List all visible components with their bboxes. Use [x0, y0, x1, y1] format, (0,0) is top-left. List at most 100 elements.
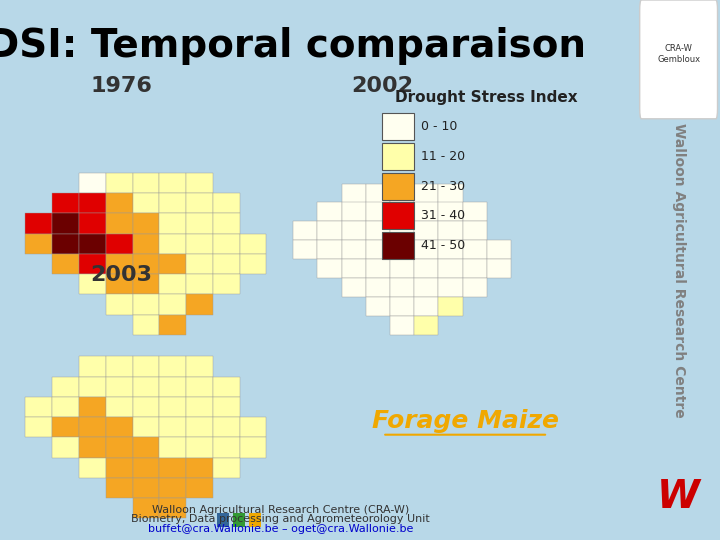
Bar — [132, 274, 159, 294]
Bar — [79, 397, 106, 417]
Bar — [438, 240, 463, 259]
Bar — [53, 377, 79, 397]
Bar — [186, 478, 213, 498]
Bar — [106, 478, 132, 498]
Bar — [186, 458, 213, 478]
Bar — [159, 377, 186, 397]
Bar — [106, 233, 132, 254]
Bar — [132, 377, 159, 397]
Bar — [248, 513, 261, 526]
Bar — [463, 240, 487, 259]
Bar — [213, 397, 240, 417]
Text: 31 - 40: 31 - 40 — [420, 210, 464, 222]
Bar — [106, 437, 132, 458]
Bar — [318, 259, 341, 278]
Bar — [132, 294, 159, 314]
Bar — [25, 397, 53, 417]
Bar — [53, 233, 79, 254]
Bar — [79, 213, 106, 233]
Bar — [132, 417, 159, 437]
Bar — [390, 316, 414, 335]
Bar — [341, 221, 366, 240]
Bar — [106, 213, 132, 233]
Bar — [132, 213, 159, 233]
Bar — [414, 184, 438, 202]
Bar — [79, 437, 106, 458]
Bar — [132, 193, 159, 213]
Bar — [79, 173, 106, 193]
Bar — [159, 437, 186, 458]
Bar — [79, 458, 106, 478]
Bar — [438, 202, 463, 221]
Bar — [79, 254, 106, 274]
Bar — [390, 202, 414, 221]
Bar — [53, 397, 79, 417]
Bar — [106, 193, 132, 213]
Bar — [79, 377, 106, 397]
Bar — [132, 254, 159, 274]
Bar — [217, 513, 230, 526]
Bar — [341, 259, 366, 278]
Bar — [414, 278, 438, 297]
Text: DSI: Temporal comparaison: DSI: Temporal comparaison — [0, 27, 586, 65]
Bar — [25, 213, 53, 233]
Bar — [366, 221, 390, 240]
Bar — [318, 221, 341, 240]
Text: 2003: 2003 — [90, 265, 152, 286]
Bar — [106, 356, 132, 377]
Bar — [106, 294, 132, 314]
Text: CRA-W
Gembloux: CRA-W Gembloux — [657, 44, 700, 64]
Bar — [240, 233, 266, 254]
Bar — [106, 377, 132, 397]
Text: Drought Stress Index: Drought Stress Index — [395, 90, 577, 105]
Bar — [366, 297, 390, 316]
Bar — [159, 173, 186, 193]
Bar — [213, 193, 240, 213]
Bar — [106, 254, 132, 274]
Bar — [438, 278, 463, 297]
Bar — [79, 193, 106, 213]
Bar — [132, 397, 159, 417]
Bar — [159, 274, 186, 294]
Bar — [233, 513, 246, 526]
Bar — [463, 259, 487, 278]
Bar — [53, 417, 79, 437]
Bar — [382, 113, 414, 140]
Bar — [159, 498, 186, 518]
Bar — [318, 202, 341, 221]
Bar — [213, 233, 240, 254]
Bar — [186, 437, 213, 458]
Bar — [159, 356, 186, 377]
Bar — [438, 297, 463, 316]
Text: 11 - 20: 11 - 20 — [420, 150, 464, 163]
Text: Biometry, Data processing and Agrometeorology Unit: Biometry, Data processing and Agrometeor… — [131, 515, 430, 524]
Text: Walloon Agricultural Research Centre: Walloon Agricultural Research Centre — [672, 123, 685, 417]
Bar — [213, 437, 240, 458]
Text: 2002: 2002 — [351, 76, 413, 97]
Bar — [53, 193, 79, 213]
Bar — [159, 417, 186, 437]
Bar — [159, 233, 186, 254]
Text: 21 - 30: 21 - 30 — [420, 180, 464, 193]
Bar — [132, 356, 159, 377]
Bar — [240, 417, 266, 437]
Bar — [390, 297, 414, 316]
Bar — [390, 278, 414, 297]
Bar — [213, 254, 240, 274]
Bar — [213, 458, 240, 478]
Bar — [186, 254, 213, 274]
Text: 1976: 1976 — [90, 76, 152, 97]
Bar — [414, 202, 438, 221]
Bar — [438, 184, 463, 202]
Bar — [414, 316, 438, 335]
Bar — [132, 437, 159, 458]
Bar — [159, 294, 186, 314]
Bar — [186, 294, 213, 314]
Bar — [53, 437, 79, 458]
Bar — [159, 213, 186, 233]
Bar — [159, 254, 186, 274]
Bar — [382, 232, 414, 259]
Bar — [186, 356, 213, 377]
Bar — [186, 417, 213, 437]
Bar — [186, 213, 213, 233]
